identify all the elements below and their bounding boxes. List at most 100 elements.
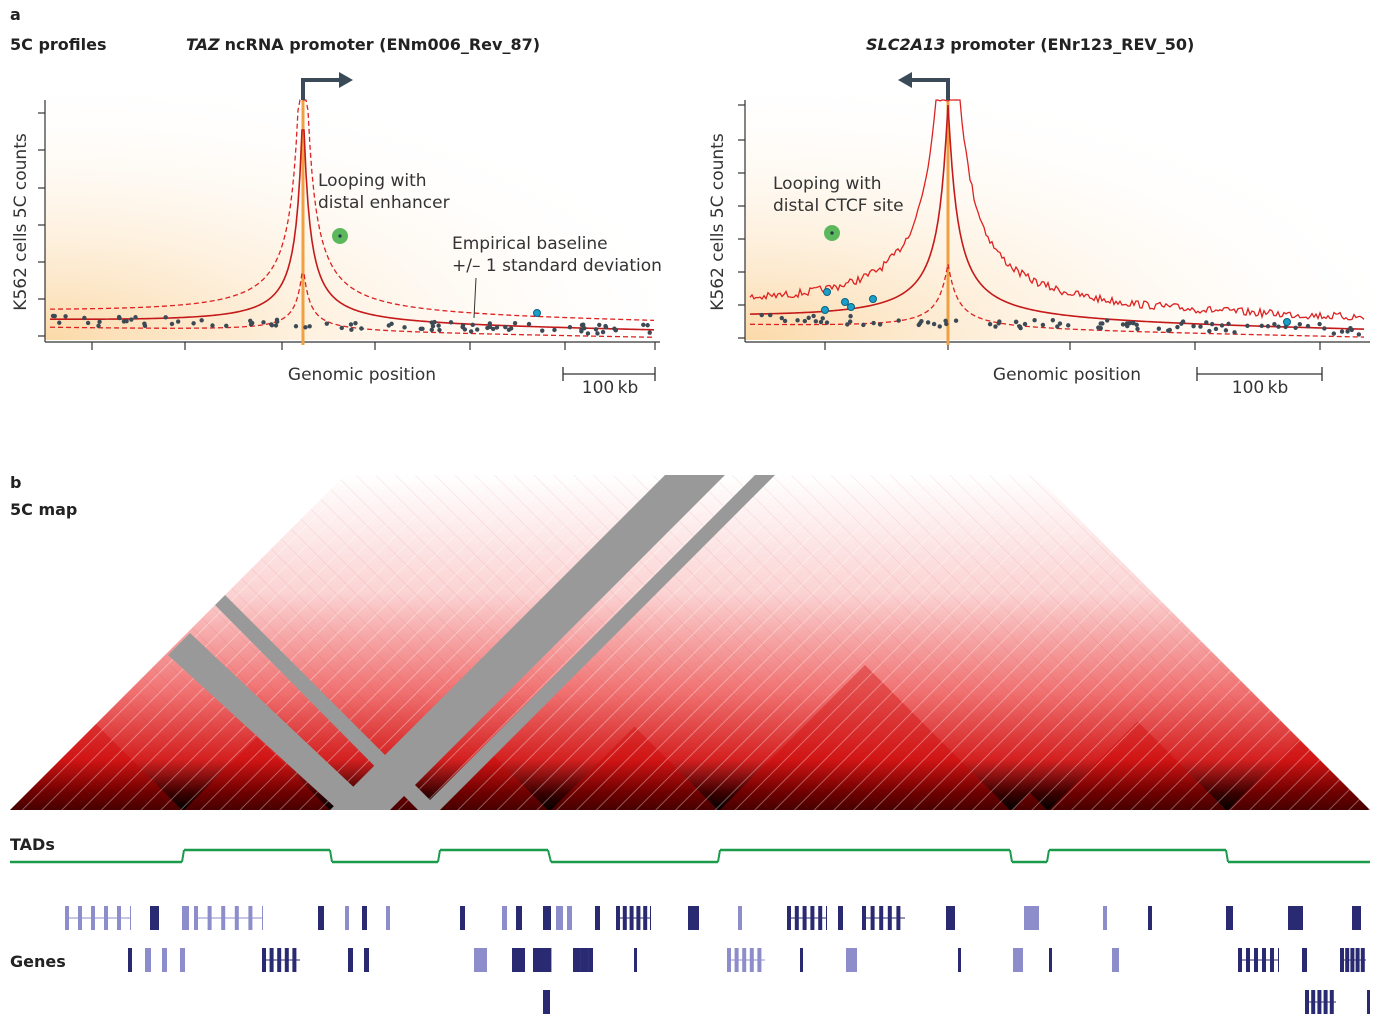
point: [779, 315, 784, 321]
gene-exon: [486, 948, 487, 972]
point: [1127, 320, 1132, 326]
highlight-dot: [338, 234, 342, 238]
point: [802, 318, 808, 324]
gene-exon: [741, 906, 742, 930]
point: [1349, 327, 1354, 333]
gene-exon: [802, 906, 807, 930]
point: [494, 325, 500, 330]
gene-exon: [519, 906, 522, 930]
point: [475, 327, 480, 332]
point: [993, 324, 998, 329]
gene-exon: [1329, 990, 1334, 1014]
gene-exon: [1294, 906, 1298, 930]
point: [191, 321, 196, 326]
point: [210, 323, 215, 328]
point: [600, 329, 606, 335]
gene-exon: [588, 948, 593, 972]
gene-exon: [318, 906, 322, 930]
point: [175, 319, 181, 324]
genes: [65, 906, 1370, 1014]
point: [944, 321, 949, 327]
gene-exon: [1254, 948, 1258, 972]
point: [269, 322, 274, 327]
point: [848, 313, 853, 319]
gene-exon: [810, 906, 815, 930]
gene-exon: [1305, 948, 1307, 972]
tad-link: [329, 849, 333, 863]
gene-exon: [896, 906, 901, 930]
gene-exon: [367, 948, 369, 972]
point: [1317, 321, 1322, 327]
gene-exon: [162, 948, 166, 972]
point: [389, 321, 394, 327]
gene-exon: [1013, 948, 1017, 972]
point: [96, 323, 101, 329]
gene-exon: [546, 906, 550, 930]
gene-exon: [1262, 948, 1266, 972]
gene-exon: [65, 906, 69, 930]
point: [274, 317, 280, 323]
gene-exon: [128, 948, 132, 972]
tad-link: [1225, 849, 1229, 863]
point: [402, 325, 407, 330]
gene-exon: [1367, 990, 1370, 1014]
gene-exon: [734, 948, 739, 972]
point: [1219, 323, 1225, 328]
gene-exon: [1345, 948, 1350, 972]
point: [487, 321, 493, 326]
envelope: [749, 99, 1365, 321]
point: [1232, 330, 1237, 335]
gene-exon: [104, 906, 108, 930]
gene-exon: [148, 948, 151, 972]
point: [1305, 323, 1311, 329]
gene-exon: [150, 906, 154, 930]
gene-exon: [1226, 906, 1230, 930]
gene-exon: [598, 906, 600, 930]
point: [1055, 324, 1060, 329]
gene-exon: [570, 906, 572, 930]
point: [1345, 329, 1350, 334]
point: [261, 320, 266, 325]
point: [931, 321, 937, 327]
gene-exon: [1016, 948, 1020, 972]
point: [448, 320, 454, 325]
gene-exon: [1246, 948, 1250, 972]
point: [919, 318, 924, 324]
loop-point: [1283, 318, 1291, 326]
gene-exon: [576, 948, 581, 972]
gene-exon: [887, 906, 892, 930]
point: [462, 327, 468, 332]
gene-exon: [556, 906, 560, 930]
gene-exon: [584, 948, 589, 972]
point: [1050, 318, 1056, 323]
point: [248, 322, 254, 327]
gene-exon: [292, 948, 297, 972]
annotation: distal enhancer: [318, 193, 450, 213]
gene-exon: [1112, 948, 1116, 972]
gene-exon: [207, 906, 212, 930]
point: [1165, 328, 1171, 333]
gene-exon: [277, 948, 282, 972]
title-rest: ncRNA promoter (ENm006_Rev_87): [225, 35, 540, 54]
gene-exon: [1024, 906, 1028, 930]
envelope: [49, 272, 655, 338]
point: [795, 318, 800, 323]
loop-point: [823, 288, 831, 296]
point: [470, 322, 475, 328]
gene-exon: [269, 948, 274, 972]
point: [430, 323, 436, 329]
gene-exon: [165, 948, 167, 972]
point: [1032, 318, 1037, 323]
gene-exon: [130, 906, 131, 930]
gene-exon: [512, 948, 516, 972]
gene-exon: [1311, 990, 1316, 1014]
gene-exon: [524, 948, 525, 972]
gene-exon: [879, 906, 884, 930]
point: [1276, 324, 1281, 329]
baseline: [49, 129, 655, 331]
gene-exon: [533, 948, 537, 972]
gene-exon: [546, 990, 550, 1014]
annotation: +/– 1 standard deviation: [452, 256, 662, 276]
point: [429, 320, 435, 325]
point: [512, 320, 518, 326]
